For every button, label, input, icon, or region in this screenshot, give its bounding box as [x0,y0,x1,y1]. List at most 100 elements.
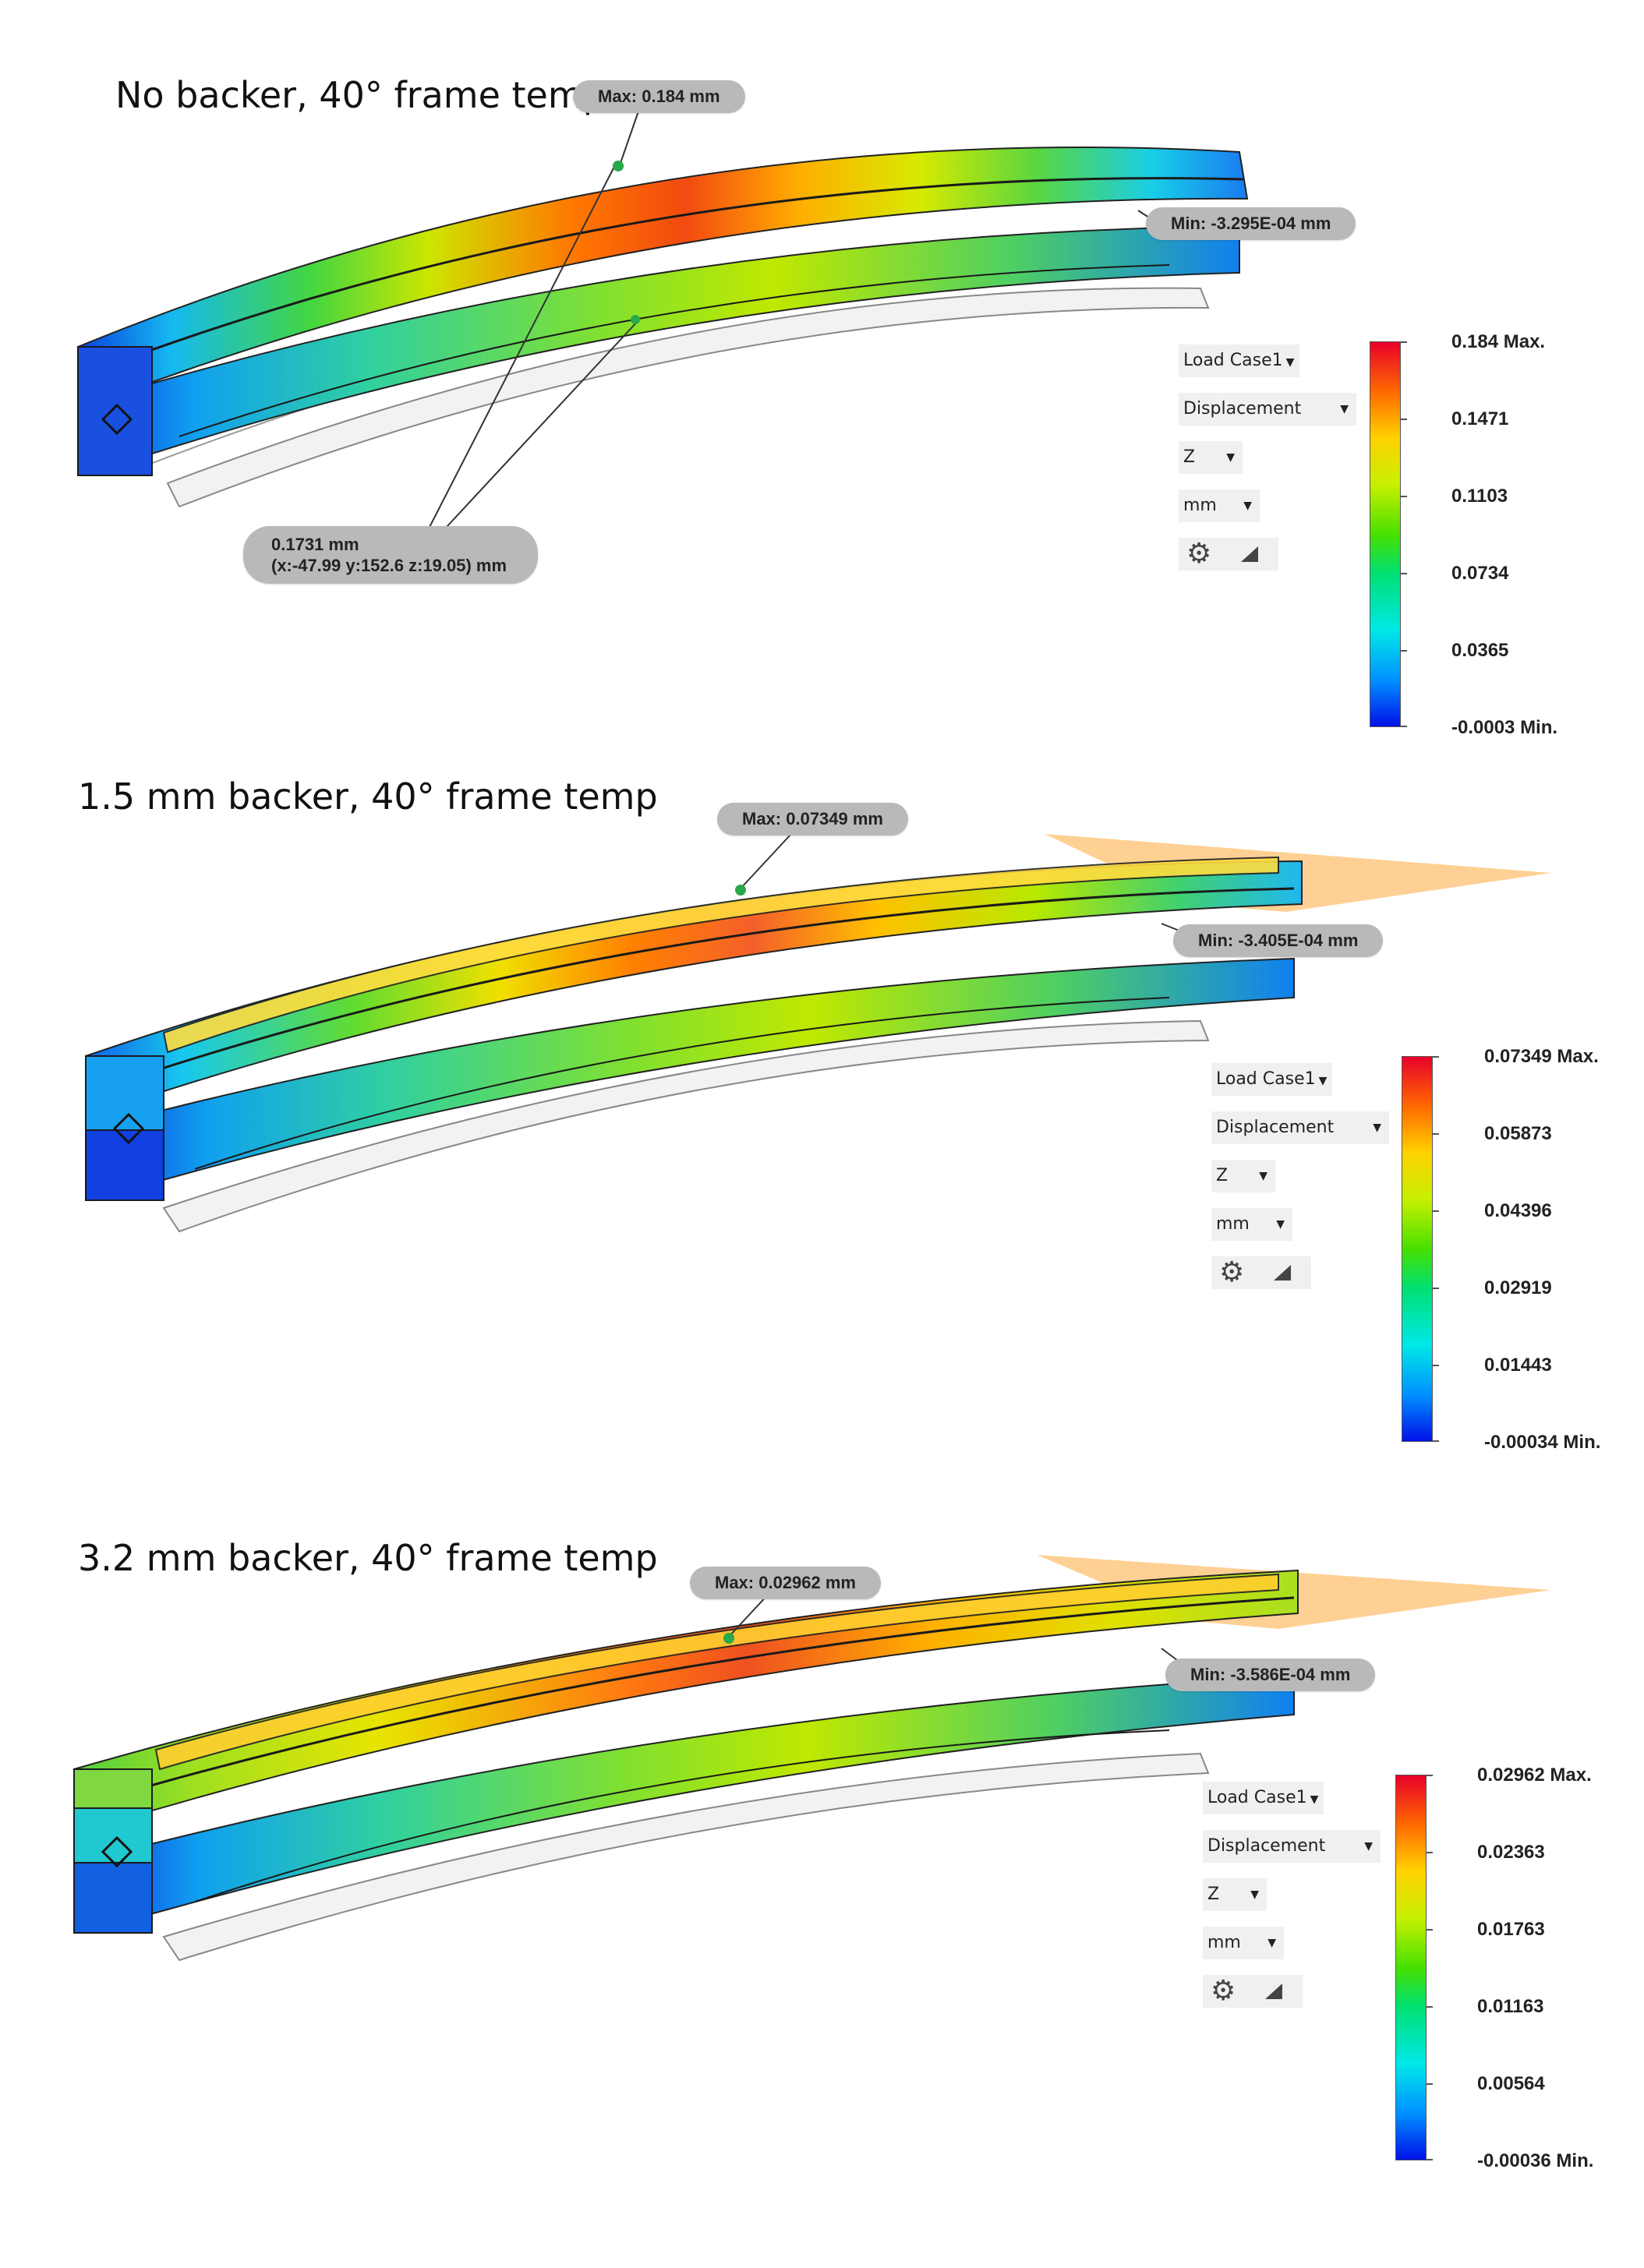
legend-label: 0.01443 [1484,1355,1552,1376]
beam-model-3 [72,1555,1551,1962]
legend-label: 0.02919 [1484,1277,1552,1298]
legend-min-label: -0.00034 Min. [1484,1432,1601,1453]
legend-tick [1401,573,1407,574]
legend-tick [1427,2083,1433,2085]
legend-tick [1427,1929,1433,1931]
probe-value: 0.1731 mm [271,535,359,554]
component-dropdown[interactable]: Z ▼ [1211,1160,1275,1192]
result-panel-1: No backer, 40° frame temp Max: 0.184 mm … [0,0,1644,748]
legend-tick [1401,726,1407,727]
caret-down-icon: ▼ [1285,356,1295,369]
beam-model-2 [84,833,1551,1233]
gear-icon[interactable]: ⚙ [1219,1256,1245,1288]
unit-dropdown[interactable]: mm ▼ [1203,1927,1284,1959]
panel-title: 3.2 mm backer, 40° frame temp [78,1537,658,1579]
result-panel-2: 1.5 mm backer, 40° frame temp Max: 0.073… [0,748,1644,1496]
color-legend-bar [1395,1775,1427,2160]
triangle-icon[interactable] [1241,546,1258,562]
caret-down-icon: ▼ [1364,1840,1373,1853]
legend-max-label: 0.184 Max. [1451,331,1546,352]
caret-down-icon: ▼ [1373,1122,1381,1134]
color-legend-bar [1402,1056,1433,1442]
load-case-dropdown[interactable]: Load Case1 ▼ [1203,1782,1324,1814]
legend-label: 0.1471 [1451,408,1509,429]
legend-tick [1427,1775,1433,1776]
unit-label: mm [1183,496,1217,515]
component-label: Z [1183,447,1196,467]
unit-label: mm [1216,1214,1250,1234]
legend-label: 0.0734 [1451,563,1509,584]
legend-label: 0.1103 [1451,486,1508,507]
gear-icon[interactable]: ⚙ [1186,538,1212,570]
caret-down-icon: ▼ [1318,1075,1328,1087]
result-panel-3: 3.2 mm backer, 40° frame temp Max: 0.029… [0,1496,1644,2245]
max-callout: Max: 0.184 mm [573,80,745,113]
min-callout: Min: -3.295E-04 mm [1146,207,1356,240]
legend-label: 0.00564 [1477,2073,1545,2094]
result-type-dropdown[interactable]: Displacement ▼ [1179,393,1356,426]
result-type-label: Displacement [1216,1118,1335,1137]
panel-title: 1.5 mm backer, 40° frame temp [78,775,658,818]
caret-down-icon: ▼ [1276,1218,1285,1231]
caret-down-icon: ▼ [1267,1937,1276,1949]
legend-max-label: 0.07349 Max. [1484,1046,1599,1067]
legend-tick [1433,1056,1439,1058]
legend-label: 0.04396 [1484,1200,1552,1221]
result-type-dropdown[interactable]: Displacement ▼ [1203,1830,1381,1863]
unit-dropdown[interactable]: mm ▼ [1211,1208,1292,1241]
tool-bar: ⚙ [1203,1975,1303,2008]
result-type-label: Displacement [1183,399,1302,419]
caret-down-icon: ▼ [1310,1793,1319,1806]
legend-tick [1427,2159,1433,2160]
load-case-label: Load Case1 [1207,1788,1307,1807]
triangle-icon[interactable] [1274,1265,1291,1281]
tool-bar: ⚙ [1179,538,1278,571]
legend-tick [1433,1133,1439,1135]
component-dropdown[interactable]: Z ▼ [1179,441,1243,474]
color-legend-bar [1370,341,1401,727]
caret-down-icon: ▼ [1340,403,1349,415]
legend-label: 0.01163 [1477,1996,1544,2017]
caret-down-icon: ▼ [1250,1888,1259,1901]
result-type-label: Displacement [1207,1836,1326,1856]
legend-tick [1401,650,1407,652]
legend-tick [1401,496,1407,497]
result-type-dropdown[interactable]: Displacement ▼ [1211,1111,1389,1144]
legend-label: 0.01763 [1477,1919,1545,1940]
legend-label: 0.02363 [1477,1842,1545,1863]
probe-callout: 0.1731 mm (x:-47.99 y:152.6 z:19.05) mm [243,526,539,584]
legend-min-label: -0.00036 Min. [1477,2150,1594,2171]
legend-max-label: 0.02962 Max. [1477,1765,1592,1786]
unit-dropdown[interactable]: mm ▼ [1179,489,1260,522]
legend-tick [1433,1440,1439,1442]
caret-down-icon: ▼ [1259,1170,1267,1182]
legend-min-label: -0.0003 Min. [1451,717,1558,738]
max-callout: Max: 0.07349 mm [717,803,908,835]
probe-coords: (x:-47.99 y:152.6 z:19.05) mm [271,556,507,575]
triangle-icon[interactable] [1265,1984,1282,1999]
load-case-label: Load Case1 [1216,1069,1316,1089]
load-case-dropdown[interactable]: Load Case1 ▼ [1211,1063,1332,1096]
panel-title: No backer, 40° frame temp [115,74,606,116]
gear-icon[interactable]: ⚙ [1211,1975,1236,2007]
component-label: Z [1207,1885,1220,1904]
load-case-dropdown[interactable]: Load Case1 ▼ [1179,344,1299,377]
legend-tick [1401,419,1407,420]
legend-tick [1433,1210,1439,1212]
unit-label: mm [1207,1933,1241,1952]
legend-tick [1433,1288,1439,1289]
min-callout: Min: -3.586E-04 mm [1165,1659,1376,1691]
legend-tick [1427,1852,1433,1853]
caret-down-icon: ▼ [1243,500,1252,512]
legend-label: 0.0365 [1451,640,1509,661]
max-callout: Max: 0.02962 mm [690,1567,881,1599]
beam-model-1 [76,108,1249,539]
min-callout: Min: -3.405E-04 mm [1173,924,1384,957]
tool-bar: ⚙ [1211,1256,1311,1289]
legend-tick [1401,341,1407,343]
caret-down-icon: ▼ [1226,451,1235,464]
legend-tick [1433,1365,1439,1366]
component-dropdown[interactable]: Z ▼ [1203,1878,1267,1911]
component-label: Z [1216,1166,1229,1185]
load-case-label: Load Case1 [1183,351,1283,370]
